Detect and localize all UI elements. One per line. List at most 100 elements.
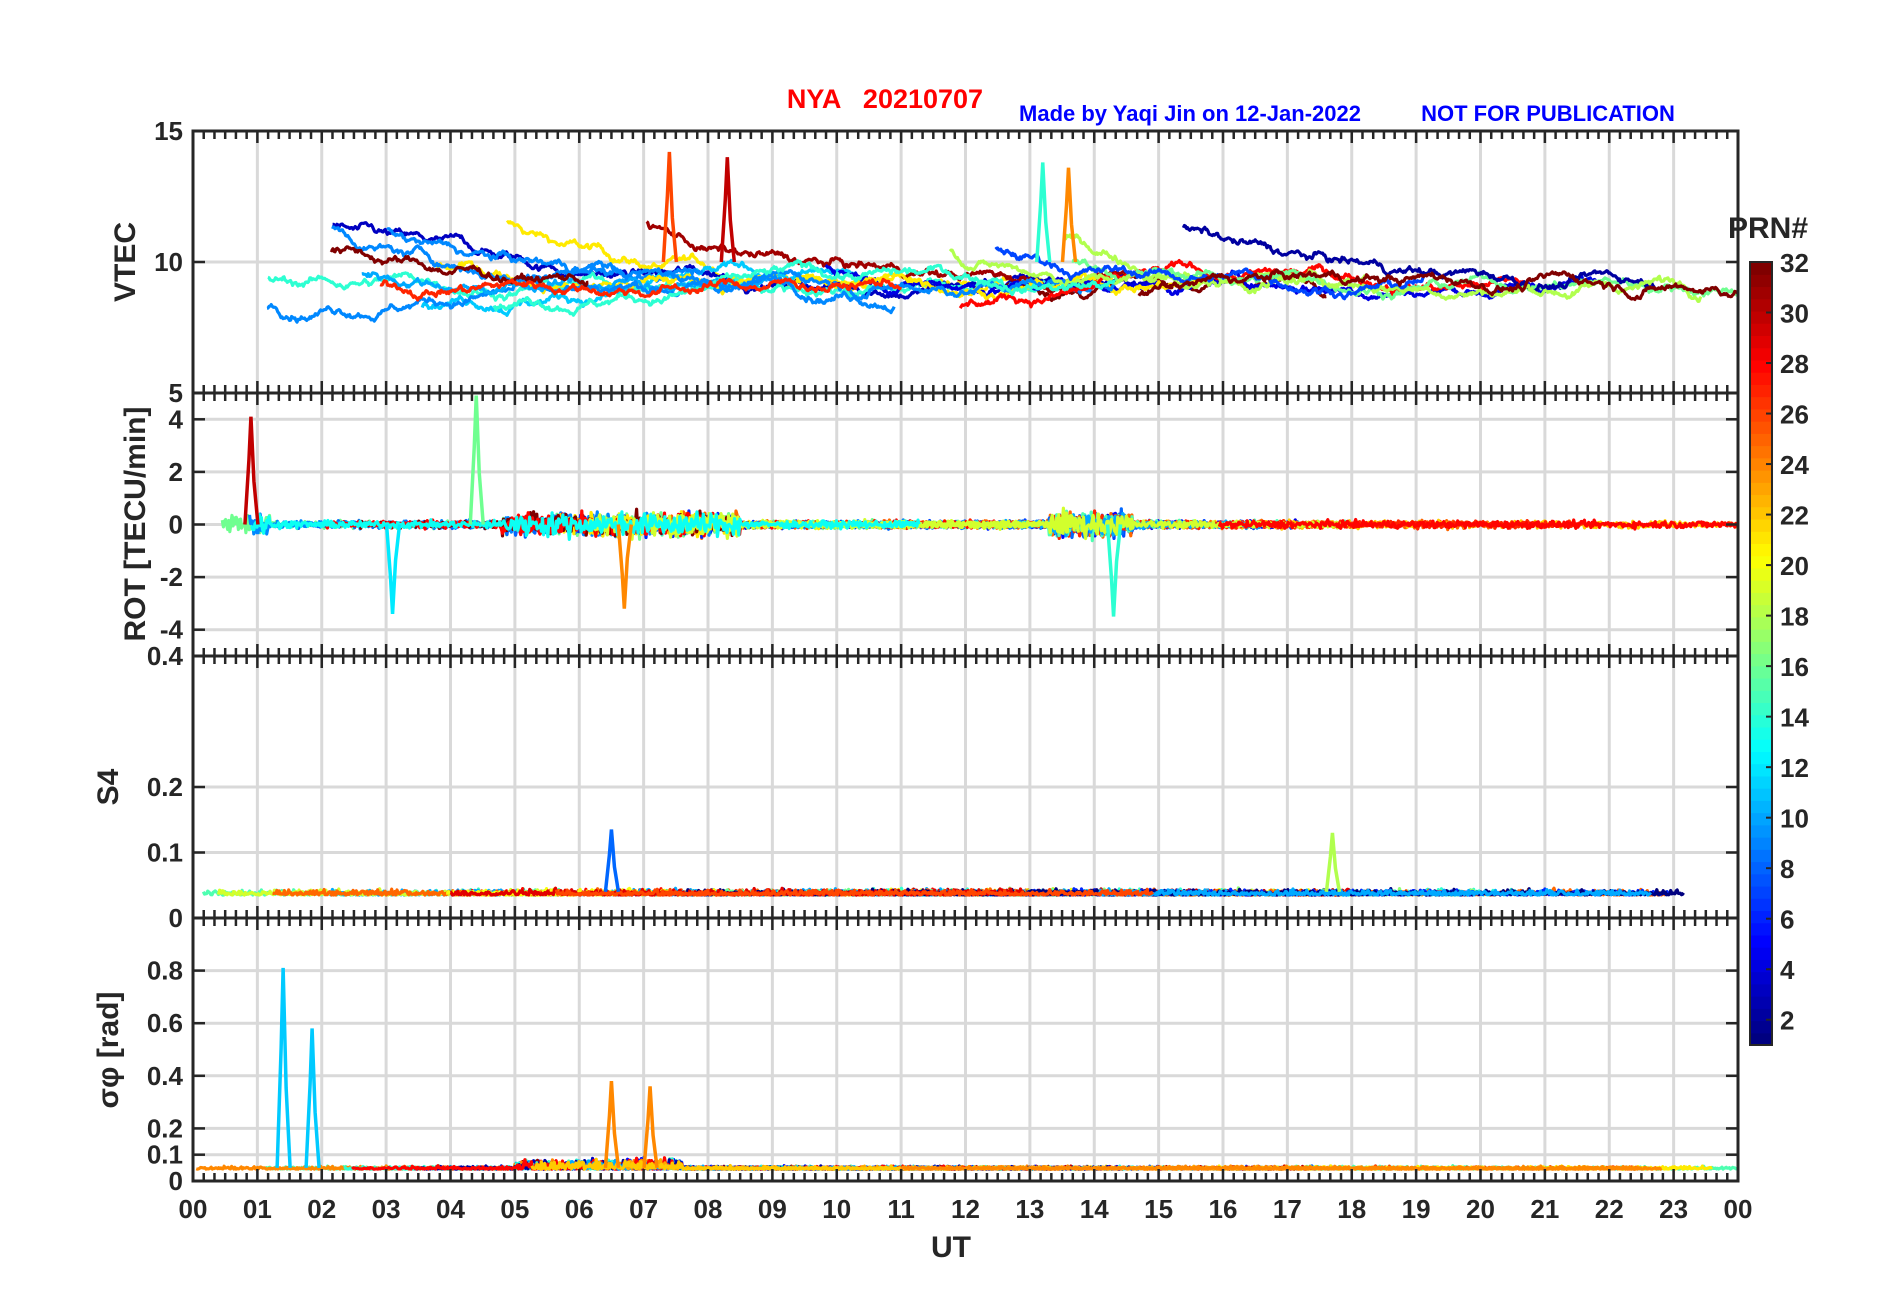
y-tick-label: 0.2 bbox=[147, 772, 183, 802]
colorbar-tick-label: 14 bbox=[1780, 703, 1809, 733]
colorbar-tick-label: 28 bbox=[1780, 349, 1809, 379]
colorbar-segment bbox=[1750, 518, 1772, 532]
colorbar-segment bbox=[1750, 677, 1772, 691]
x-tick-label: 07 bbox=[629, 1194, 658, 1224]
highlight-spike bbox=[616, 524, 634, 609]
highlight-spike bbox=[304, 1028, 321, 1168]
colorbar-segment bbox=[1750, 359, 1772, 373]
colorbar-tick-label: 2 bbox=[1780, 1006, 1794, 1036]
colorbar-segment bbox=[1750, 1008, 1772, 1022]
colorbar-tick-label: 16 bbox=[1780, 652, 1809, 682]
prn-series-line bbox=[645, 220, 1128, 294]
x-tick-label: 19 bbox=[1402, 1194, 1431, 1224]
colorbar-segment bbox=[1750, 996, 1772, 1009]
colorbar-segment bbox=[1750, 457, 1772, 471]
y-tick-label: 5 bbox=[169, 378, 183, 408]
colorbar-segment bbox=[1750, 641, 1772, 655]
highlight-spike bbox=[603, 1080, 621, 1169]
colorbar-segment bbox=[1750, 616, 1772, 630]
x-tick-label: 14 bbox=[1080, 1194, 1109, 1224]
x-tick-label: 05 bbox=[500, 1194, 529, 1224]
colorbar-segment bbox=[1750, 934, 1772, 948]
colorbar-segment bbox=[1750, 323, 1772, 337]
x-tick-label: 13 bbox=[1015, 1194, 1044, 1224]
x-tick-label: 04 bbox=[436, 1194, 465, 1224]
credit-text: Made by Yaqi Jin on 12-Jan-2022 bbox=[1019, 101, 1361, 126]
highlight-spike bbox=[384, 524, 402, 615]
x-tick-label: 23 bbox=[1659, 1194, 1688, 1224]
colorbar-segment bbox=[1750, 910, 1772, 924]
colorbar-segment bbox=[1750, 347, 1772, 361]
y-axis-label: σφ [rad] bbox=[92, 992, 125, 1109]
colorbar-segment bbox=[1750, 885, 1772, 899]
colorbar-tick-label: 12 bbox=[1780, 753, 1809, 783]
y-tick-label: 4 bbox=[169, 404, 184, 434]
prn-series-line bbox=[329, 245, 589, 288]
prn-series-line bbox=[492, 259, 1116, 317]
colorbar-segment bbox=[1750, 482, 1772, 496]
y-tick-label: -4 bbox=[160, 615, 184, 645]
y-tick-label: 0 bbox=[169, 903, 183, 933]
y-tick-label: 0.6 bbox=[147, 1008, 183, 1038]
colorbar-segment bbox=[1750, 408, 1772, 422]
prn-series-line bbox=[994, 246, 1426, 301]
x-axis: 00 01 02 03 04 05 06 07 08 09 10 11 12 13 14 15 16 17 18 19… bbox=[179, 1194, 1753, 1224]
prn-series-line bbox=[379, 277, 903, 302]
colorbar-tick-label: 4 bbox=[1780, 955, 1795, 985]
series-group bbox=[195, 967, 1738, 1171]
series-group bbox=[266, 151, 1738, 324]
y-axis-label: ROT [TECU/min] bbox=[119, 407, 152, 642]
colorbar-segment bbox=[1750, 837, 1772, 850]
colorbar-segment bbox=[1750, 751, 1772, 765]
highlight-spike bbox=[275, 967, 292, 1168]
colorbar-label: PRN# bbox=[1728, 212, 1808, 245]
y-tick-label: 0 bbox=[169, 510, 183, 540]
colorbar-segment bbox=[1750, 873, 1772, 887]
series-group bbox=[201, 829, 1685, 897]
x-tick-label: 12 bbox=[951, 1194, 980, 1224]
y-tick-label: 0.1 bbox=[147, 838, 183, 868]
y-tick-label: 15 bbox=[154, 116, 183, 146]
colorbar-segment bbox=[1750, 531, 1772, 544]
x-tick-label: 02 bbox=[307, 1194, 336, 1224]
colorbar-segment bbox=[1750, 788, 1772, 801]
colorbar-segment bbox=[1750, 653, 1772, 667]
x-tick-label: 00 bbox=[179, 1194, 208, 1224]
colorbar-segment bbox=[1750, 1032, 1772, 1046]
prn-series-line bbox=[1097, 887, 1652, 897]
colorbar-segment bbox=[1750, 763, 1772, 777]
prn-series-line bbox=[554, 887, 1154, 897]
y-tick-label: 2 bbox=[169, 457, 183, 487]
panel-sigma_phi: 00.10.2 0.4 0.6 0.8 σφ [rad] bbox=[92, 916, 1740, 1196]
x-tick-label: 17 bbox=[1273, 1194, 1302, 1224]
x-tick-label: 16 bbox=[1209, 1194, 1238, 1224]
y-tick-label: 10 bbox=[154, 247, 183, 277]
colorbar-tick-label: 30 bbox=[1780, 299, 1809, 329]
highlight-spike bbox=[468, 395, 485, 525]
colorbar-segment bbox=[1750, 372, 1772, 385]
prn-series-line bbox=[1217, 517, 1738, 531]
colorbar-segment bbox=[1750, 739, 1772, 752]
colorbar-segment bbox=[1750, 604, 1772, 618]
y-axis-label: VTEC bbox=[109, 222, 142, 302]
colorbar-segment bbox=[1750, 262, 1772, 275]
x-tick-label: 00 bbox=[1724, 1194, 1753, 1224]
colorbar-segment bbox=[1750, 959, 1772, 973]
colorbar-segment bbox=[1750, 567, 1772, 581]
colorbar-segment bbox=[1750, 983, 1772, 997]
x-tick-label: 21 bbox=[1530, 1194, 1559, 1224]
colorbar-segment bbox=[1750, 775, 1772, 789]
x-tick-label: 03 bbox=[372, 1194, 401, 1224]
highlight-spike bbox=[1105, 524, 1123, 617]
colorbar-segment bbox=[1750, 555, 1772, 569]
colorbar-segment bbox=[1750, 543, 1772, 557]
colorbar-tick-label: 24 bbox=[1780, 450, 1809, 480]
x-tick-label: 15 bbox=[1144, 1194, 1173, 1224]
colorbar-segment bbox=[1750, 384, 1772, 398]
panel-vtec: 5 10 15 VTEC bbox=[109, 116, 1740, 408]
highlight-spike bbox=[661, 151, 679, 263]
panel-rot: -4 -2 0 2 4 ROT [TECU/min] bbox=[119, 391, 1740, 658]
x-tick-label: 09 bbox=[758, 1194, 787, 1224]
